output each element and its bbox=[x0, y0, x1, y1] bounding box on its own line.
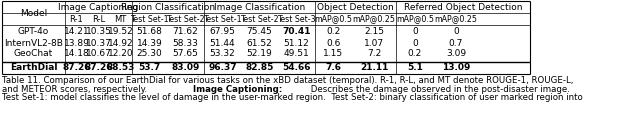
Text: 82.85: 82.85 bbox=[245, 63, 274, 73]
Text: and METEOR scores, respectively.: and METEOR scores, respectively. bbox=[2, 84, 150, 93]
Text: 3.09: 3.09 bbox=[446, 49, 466, 59]
Text: 52.19: 52.19 bbox=[246, 49, 273, 59]
Text: Test Set-2: Test Set-2 bbox=[166, 15, 205, 24]
Text: 88.53: 88.53 bbox=[106, 63, 134, 73]
Text: 0.7: 0.7 bbox=[449, 38, 463, 47]
Text: 1.15: 1.15 bbox=[323, 49, 344, 59]
Text: 10.37: 10.37 bbox=[86, 38, 111, 47]
Text: 7.2: 7.2 bbox=[367, 49, 381, 59]
Text: 25.30: 25.30 bbox=[136, 49, 163, 59]
Text: 54.66: 54.66 bbox=[282, 63, 311, 73]
Text: 0.2: 0.2 bbox=[408, 49, 422, 59]
Text: 70.41: 70.41 bbox=[282, 28, 311, 36]
Text: 83.09: 83.09 bbox=[172, 63, 200, 73]
Text: Test Set-1: Test Set-1 bbox=[130, 15, 169, 24]
Text: EarthDial: EarthDial bbox=[10, 63, 57, 73]
Text: 51.12: 51.12 bbox=[284, 38, 309, 47]
Text: Test Set-1: model classifies the level of damage in the user-marked region.  Tes: Test Set-1: model classifies the level o… bbox=[2, 93, 583, 102]
Text: 0.6: 0.6 bbox=[326, 38, 340, 47]
Text: 75.45: 75.45 bbox=[246, 28, 273, 36]
Text: 61.52: 61.52 bbox=[246, 38, 273, 47]
Text: mAP@0.25: mAP@0.25 bbox=[353, 15, 396, 24]
Text: MT: MT bbox=[115, 15, 127, 24]
Text: GPT-4o: GPT-4o bbox=[18, 28, 49, 36]
Text: R-1: R-1 bbox=[70, 15, 83, 24]
Text: 51.68: 51.68 bbox=[136, 28, 163, 36]
Text: 13.09: 13.09 bbox=[442, 63, 470, 73]
Text: 13.89: 13.89 bbox=[63, 38, 90, 47]
Text: 12.20: 12.20 bbox=[108, 49, 133, 59]
Text: 14.39: 14.39 bbox=[136, 38, 163, 47]
Text: 0: 0 bbox=[412, 38, 418, 47]
Text: Object Detection: Object Detection bbox=[317, 2, 394, 12]
Text: mAP@0.25: mAP@0.25 bbox=[435, 15, 477, 24]
Text: 0: 0 bbox=[453, 28, 459, 36]
Text: Describes the damage observed in the post-disaster image.: Describes the damage observed in the pos… bbox=[308, 84, 573, 93]
Text: mAP@0.5: mAP@0.5 bbox=[396, 15, 434, 24]
Text: 2.15: 2.15 bbox=[364, 28, 384, 36]
Text: 57.65: 57.65 bbox=[173, 49, 198, 59]
Text: 71.62: 71.62 bbox=[173, 28, 198, 36]
Text: Image Classification: Image Classification bbox=[214, 2, 305, 12]
Text: 21.11: 21.11 bbox=[360, 63, 388, 73]
Text: Test Set-2: Test Set-2 bbox=[240, 15, 279, 24]
Text: Table 11. Comparison of our EarthDial for various tasks on the xBD dataset (temp: Table 11. Comparison of our EarthDial fo… bbox=[2, 76, 573, 85]
Text: 0.2: 0.2 bbox=[326, 28, 340, 36]
Text: 5.1: 5.1 bbox=[407, 63, 423, 73]
Text: 0: 0 bbox=[412, 28, 418, 36]
Text: Model: Model bbox=[20, 9, 47, 17]
Text: 53.7: 53.7 bbox=[138, 63, 161, 73]
Text: 67.95: 67.95 bbox=[209, 28, 236, 36]
Text: R-L: R-L bbox=[92, 15, 105, 24]
Text: 10.67: 10.67 bbox=[86, 49, 111, 59]
Text: 7.6: 7.6 bbox=[326, 63, 342, 73]
Text: Test Set-1: Test Set-1 bbox=[203, 15, 242, 24]
Text: 87.26: 87.26 bbox=[62, 63, 91, 73]
Text: Image Captioning:: Image Captioning: bbox=[193, 84, 282, 93]
Text: GeoChat: GeoChat bbox=[14, 49, 53, 59]
Text: Referred Object Detection: Referred Object Detection bbox=[404, 2, 522, 12]
Text: Test Set-3: Test Set-3 bbox=[277, 15, 316, 24]
Text: 51.44: 51.44 bbox=[210, 38, 236, 47]
Text: InternVL2-8B: InternVL2-8B bbox=[4, 38, 63, 47]
Text: Image Captioning: Image Captioning bbox=[58, 2, 139, 12]
Text: 87.26: 87.26 bbox=[84, 63, 113, 73]
Text: 58.33: 58.33 bbox=[173, 38, 198, 47]
Text: 96.37: 96.37 bbox=[208, 63, 237, 73]
Text: mAP@0.5: mAP@0.5 bbox=[315, 15, 353, 24]
Text: 53.32: 53.32 bbox=[210, 49, 236, 59]
Text: 14.18: 14.18 bbox=[63, 49, 90, 59]
Text: 19.52: 19.52 bbox=[108, 28, 133, 36]
Text: Region Classification: Region Classification bbox=[121, 2, 215, 12]
Text: 14.21: 14.21 bbox=[64, 28, 90, 36]
Text: 1.07: 1.07 bbox=[364, 38, 384, 47]
Text: 10.35: 10.35 bbox=[86, 28, 111, 36]
Text: 49.51: 49.51 bbox=[284, 49, 309, 59]
Text: 14.92: 14.92 bbox=[108, 38, 133, 47]
